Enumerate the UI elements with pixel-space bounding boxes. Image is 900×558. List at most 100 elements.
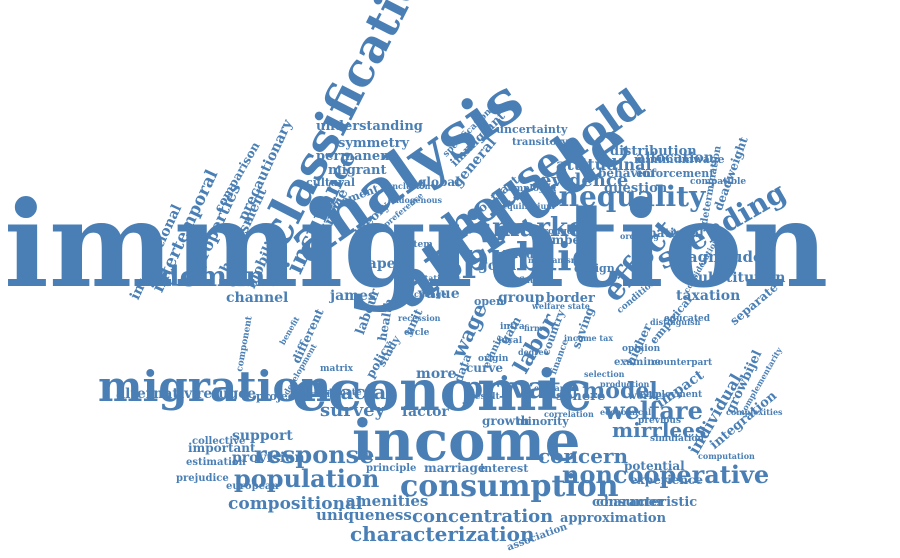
cloud-word: economical bbox=[600, 406, 652, 417]
cloud-word: opinion bbox=[622, 343, 661, 354]
cloud-word: private bbox=[462, 371, 580, 406]
cloud-word: unique bbox=[498, 248, 541, 262]
cloud-word: equilibrium bbox=[502, 200, 555, 211]
cloud-word: compatible bbox=[690, 176, 747, 187]
cloud-word: minority bbox=[516, 415, 569, 429]
cloud-word: distinguish bbox=[650, 316, 701, 327]
cloud-word: employed bbox=[508, 183, 557, 194]
cloud-word: ordering bbox=[620, 230, 659, 241]
cloud-word: substitution bbox=[690, 269, 786, 286]
cloud-word: number bbox=[534, 233, 587, 248]
cloud-word: concentration bbox=[412, 505, 554, 527]
cloud-word: principle bbox=[366, 463, 417, 474]
cloud-word: demand bbox=[160, 259, 286, 293]
cloud-word: cycle bbox=[404, 327, 430, 338]
cloud-word: value bbox=[418, 285, 460, 302]
cloud-word: mirrlees bbox=[612, 418, 707, 442]
cloud-word: james bbox=[330, 287, 376, 304]
cloud-word: welfare state bbox=[532, 300, 590, 311]
cloud-word: immigration bbox=[4, 174, 829, 314]
cloud-word: previous bbox=[638, 415, 682, 426]
cloud-word: public bbox=[462, 233, 595, 279]
cloud-word: sphere bbox=[556, 388, 606, 404]
cloud-word: marriage bbox=[424, 461, 486, 476]
cloud-word: migrant bbox=[328, 162, 387, 178]
cloud-word: evidence bbox=[540, 169, 629, 191]
cloud-word: paper bbox=[358, 255, 403, 272]
cloud-word: question bbox=[604, 180, 668, 196]
cloud-word: survey bbox=[320, 399, 386, 421]
cloud-word: european bbox=[226, 481, 279, 492]
cloud-word: national bbox=[648, 226, 704, 241]
cloud-word: inequality bbox=[548, 179, 706, 213]
cloud-word: correlation bbox=[544, 408, 594, 419]
cloud-word: approximation bbox=[560, 510, 667, 526]
cloud-word: inflation bbox=[510, 274, 548, 285]
cloud-word: good bbox=[478, 257, 517, 274]
cloud-word: noncooperative bbox=[562, 459, 770, 489]
cloud-word: selection bbox=[584, 368, 625, 379]
cloud-word: distribution bbox=[610, 143, 697, 159]
cloud-word: allocation bbox=[636, 149, 714, 166]
cloud-word: magnitude bbox=[672, 248, 763, 266]
cloud-word: recession bbox=[398, 312, 441, 323]
cloud-word: local bbox=[498, 335, 523, 346]
cloud-word: exchange bbox=[534, 382, 577, 393]
cloud-word: estimate bbox=[318, 387, 362, 398]
cloud-word: migration bbox=[98, 362, 332, 412]
cloud-word: firm bbox=[524, 322, 543, 333]
cloud-word: complexities bbox=[726, 406, 783, 417]
cloud-word: consumer bbox=[592, 494, 664, 510]
cloud-word: support bbox=[232, 427, 293, 444]
cloud-word: matrix bbox=[320, 363, 354, 374]
cloud-word: growth bbox=[482, 414, 530, 429]
cloud-word: uncertainty bbox=[496, 123, 568, 137]
cloud-word: market bbox=[492, 213, 597, 244]
cloud-word: employment bbox=[640, 389, 703, 400]
cloud-word: counterpart bbox=[652, 357, 713, 368]
cloud-word: worker bbox=[628, 391, 668, 402]
cloud-word: hostility bbox=[298, 389, 340, 400]
cloud-word: project bbox=[256, 390, 300, 404]
cloud-word: transitory bbox=[512, 137, 568, 148]
cloud-word: important bbox=[188, 441, 256, 456]
cloud-word: factor bbox=[402, 403, 449, 420]
cloud-word: estimation bbox=[186, 457, 246, 468]
cloud-word: result bbox=[470, 391, 500, 402]
cloud-word: understanding bbox=[316, 118, 423, 134]
cloud-word: attitudinal bbox=[556, 155, 652, 175]
cloud-word: amenities bbox=[346, 492, 429, 510]
cloud-word: behavior bbox=[598, 166, 657, 181]
cloud-word: open bbox=[474, 295, 505, 309]
cloud-word: population bbox=[234, 463, 380, 493]
cloud-word: prejudice bbox=[176, 473, 229, 484]
cloud-word: taxation bbox=[676, 287, 741, 304]
cloud-word: income bbox=[352, 408, 581, 475]
cloud-word: intra bbox=[500, 321, 525, 332]
cloud-word: refugee bbox=[196, 385, 257, 402]
cloud-word: system bbox=[398, 239, 433, 250]
cloud-word: response bbox=[254, 439, 375, 469]
cloud-word: cultural bbox=[306, 176, 356, 190]
cloud-word: educated bbox=[664, 313, 711, 324]
cloud-word: change bbox=[414, 288, 447, 299]
cloud-word: alternative bbox=[116, 385, 202, 402]
cloud-word: minimumwage bbox=[634, 153, 725, 167]
cloud-word: compositional bbox=[228, 494, 363, 515]
cloud-word: global bbox=[418, 175, 460, 190]
cloud-word: channel bbox=[226, 289, 289, 306]
cloud-word: production bbox=[600, 378, 650, 389]
cloud-word: economic bbox=[292, 358, 592, 425]
cloud-word: characteristic bbox=[596, 494, 698, 510]
cloud-word: uniqueness bbox=[316, 506, 412, 524]
cloud-word: income tax bbox=[564, 332, 614, 343]
cloud-word: potential bbox=[624, 459, 685, 474]
cloud-word: symmetry bbox=[338, 135, 410, 151]
cloud-word: experience bbox=[630, 473, 703, 488]
cloud-word: stronger bbox=[534, 226, 578, 237]
cloud-word: group bbox=[498, 289, 545, 306]
cloud-word: racial bbox=[330, 380, 394, 404]
cloud-word: examine bbox=[614, 357, 661, 368]
cloud-word: enforcement bbox=[636, 167, 715, 181]
